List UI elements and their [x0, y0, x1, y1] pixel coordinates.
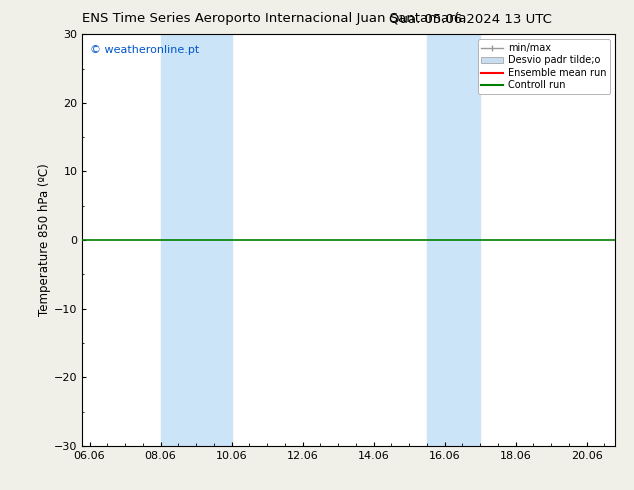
Text: ENS Time Series Aeroporto Internacional Juan Santamaría: ENS Time Series Aeroporto Internacional … — [82, 12, 467, 25]
Y-axis label: Temperature 850 hPa (ºC): Temperature 850 hPa (ºC) — [38, 164, 51, 317]
Bar — [160, 34, 231, 446]
Bar — [427, 34, 480, 446]
Text: Qua. 05.06.2024 13 UTC: Qua. 05.06.2024 13 UTC — [389, 12, 552, 25]
Legend: min/max, Desvio padr tilde;o, Ensemble mean run, Controll run: min/max, Desvio padr tilde;o, Ensemble m… — [477, 39, 610, 94]
Text: © weatheronline.pt: © weatheronline.pt — [91, 45, 200, 54]
